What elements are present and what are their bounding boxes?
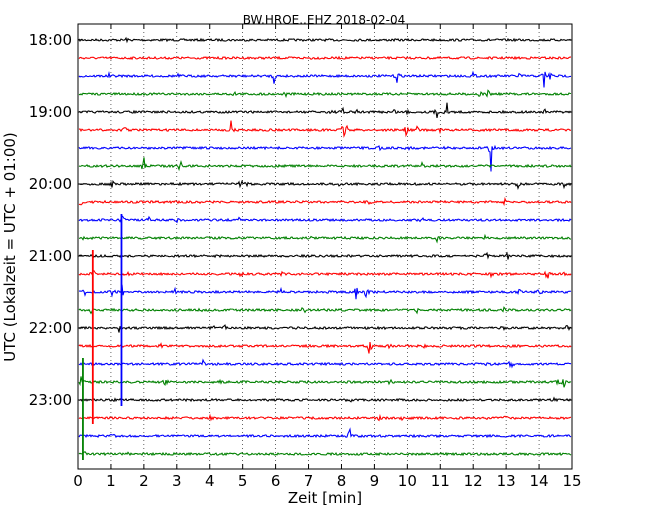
seismogram-trace [78, 284, 572, 300]
seismogram-trace [78, 55, 572, 61]
seismogram-trace [78, 144, 572, 172]
x-tick-label: 13 [497, 472, 516, 490]
x-tick-label: 15 [562, 472, 581, 490]
x-tick-label: 2 [139, 472, 149, 490]
seismogram-trace [78, 157, 572, 172]
y-axis-label: UTC (Lokalzeit = UTC + 01:00) [1, 132, 19, 362]
seismogram-trace [78, 214, 572, 224]
x-tick-label: 1 [106, 472, 116, 490]
seismogram-trace [78, 36, 572, 44]
y-tick-label: 22:00 [29, 319, 72, 337]
seismogram-trace [78, 427, 572, 439]
seismogram-trace [78, 270, 572, 279]
y-tick-label: 18:00 [29, 31, 72, 49]
x-tick-label: 12 [464, 472, 483, 490]
y-axis: 18:00 19:00 20:00 21:00 22:00 23:00 [29, 31, 572, 409]
x-tick-label: 8 [337, 472, 347, 490]
seismogram-trace [78, 179, 572, 190]
x-tick-label: 5 [238, 472, 248, 490]
x-tick-label: 7 [304, 472, 314, 490]
seismogram-trace [78, 120, 572, 139]
y-tick-label: 19:00 [29, 103, 72, 121]
seismogram-trace [78, 358, 572, 369]
seismogram-trace [78, 341, 572, 354]
x-axis-label: Zeit [min] [288, 489, 362, 507]
x-tick-label: 0 [73, 472, 83, 490]
seismogram-trace [78, 70, 572, 88]
y-tick-label: 23:00 [29, 391, 72, 409]
x-tick-label: 9 [370, 472, 380, 490]
plot-frame [77, 23, 573, 470]
seismogram-trace [78, 233, 572, 244]
seismogram-trace [78, 451, 572, 457]
x-tick-label: 3 [172, 472, 182, 490]
seismogram-trace [78, 376, 572, 388]
chart-title: BW.HROE..EHZ 2018-02-04 [243, 13, 406, 27]
x-tick-label: 6 [271, 472, 281, 490]
seismogram-trace [78, 306, 572, 315]
x-axis: 0 1 2 3 4 5 6 7 8 9 10 11 12 13 14 15 [73, 24, 582, 490]
seismogram-trace [78, 102, 572, 119]
seismogram-trace [78, 196, 572, 207]
trace-group [78, 36, 572, 460]
y-tick-label: 20:00 [29, 175, 72, 193]
x-tick-label: 14 [530, 472, 549, 490]
x-tick-label: 11 [431, 472, 450, 490]
seismogram-trace [78, 413, 572, 422]
y-tick-label: 21:00 [29, 247, 72, 265]
seismogram-trace [78, 396, 572, 403]
x-tick-label: 10 [398, 472, 417, 490]
x-tick-label: 4 [205, 472, 215, 490]
grid-lines [110, 24, 540, 469]
seismogram-trace [78, 324, 572, 333]
seismogram-trace [78, 251, 572, 260]
seismogram-trace [78, 89, 572, 99]
